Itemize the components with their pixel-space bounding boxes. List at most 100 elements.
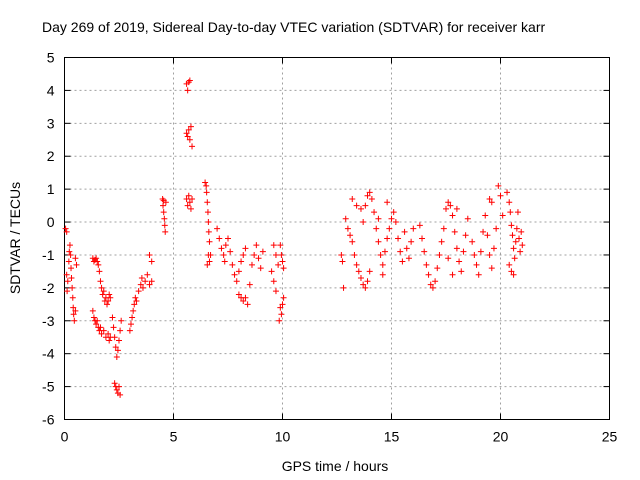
data-point — [203, 182, 210, 189]
data-point — [357, 274, 364, 281]
data-point — [93, 321, 100, 328]
data-point — [338, 251, 345, 258]
data-point — [130, 307, 137, 314]
data-point — [127, 321, 134, 328]
data-point — [107, 294, 114, 301]
data-point — [351, 251, 358, 258]
data-point — [113, 386, 120, 393]
data-point — [117, 327, 124, 334]
data-point — [509, 232, 516, 239]
data-point — [184, 202, 191, 209]
data-point — [69, 294, 76, 301]
data-point — [508, 222, 515, 229]
data-point — [248, 261, 255, 268]
data-point — [384, 235, 391, 242]
data-point — [186, 136, 193, 143]
data-point — [277, 304, 284, 311]
data-point — [421, 248, 428, 255]
data-point — [67, 251, 74, 258]
data-point — [89, 307, 96, 314]
data-point — [100, 288, 107, 295]
data-point — [506, 199, 513, 206]
data-point — [233, 278, 240, 285]
data-point — [229, 261, 236, 268]
data-point — [137, 281, 144, 288]
data-point — [339, 258, 346, 265]
data-point — [116, 383, 122, 390]
data-point — [98, 330, 105, 337]
y-tick-label: 4 — [47, 82, 55, 98]
data-point — [469, 238, 476, 245]
data-point — [355, 268, 362, 275]
data-point — [490, 245, 497, 252]
data-point — [66, 242, 73, 249]
data-point — [353, 261, 360, 268]
data-point — [97, 324, 104, 331]
data-point — [362, 202, 369, 209]
data-point — [65, 258, 72, 265]
data-point — [475, 271, 482, 278]
data-point — [405, 255, 412, 262]
data-point — [344, 225, 351, 232]
data-point — [62, 225, 69, 232]
data-point — [384, 199, 391, 206]
data-point — [253, 242, 260, 249]
data-point — [63, 271, 70, 278]
data-point — [447, 202, 454, 209]
data-point — [187, 205, 194, 212]
data-point — [70, 311, 77, 318]
data-point — [497, 192, 504, 199]
x-axis-label: GPS time / hours — [282, 458, 389, 474]
data-point — [449, 271, 456, 278]
data-point — [146, 251, 153, 258]
data-point — [514, 209, 521, 216]
y-tick-label: -1 — [42, 247, 55, 263]
data-point — [106, 291, 113, 298]
data-point — [146, 281, 153, 288]
data-point — [73, 261, 80, 268]
data-point — [116, 337, 122, 344]
data-point — [246, 281, 253, 288]
data-point — [401, 228, 408, 235]
data-point — [97, 278, 104, 285]
data-point — [185, 126, 192, 133]
data-point — [187, 123, 194, 130]
data-point — [117, 391, 124, 398]
data-point — [72, 307, 79, 314]
data-point — [507, 209, 514, 216]
data-point — [66, 248, 73, 255]
data-point — [72, 255, 79, 262]
data-point — [225, 235, 231, 242]
data-point — [427, 281, 434, 288]
data-point — [451, 228, 458, 235]
data-point — [132, 294, 139, 301]
data-point — [68, 274, 75, 281]
y-axis-label: SDTVAR / TECUs — [7, 182, 23, 294]
data-point — [139, 284, 146, 291]
data-point — [347, 232, 354, 239]
data-point — [186, 199, 193, 206]
data-point — [386, 225, 393, 232]
data-point — [276, 317, 283, 324]
y-tick-label: -6 — [42, 412, 55, 428]
data-point — [518, 228, 525, 235]
data-point — [493, 225, 500, 232]
data-point — [272, 288, 279, 295]
data-point — [449, 212, 456, 219]
data-point — [238, 258, 245, 265]
data-point — [510, 245, 517, 252]
data-point — [432, 278, 439, 285]
data-point — [221, 258, 228, 265]
data-point — [242, 294, 249, 301]
data-point — [268, 268, 275, 275]
data-point — [160, 209, 167, 216]
data-point — [227, 248, 234, 255]
data-point — [126, 327, 133, 334]
data-point — [64, 288, 71, 295]
data-point — [133, 298, 140, 305]
data-point — [205, 219, 212, 226]
data-point — [270, 278, 277, 285]
data-point — [272, 251, 279, 258]
data-point — [373, 225, 380, 232]
data-point — [63, 228, 70, 235]
